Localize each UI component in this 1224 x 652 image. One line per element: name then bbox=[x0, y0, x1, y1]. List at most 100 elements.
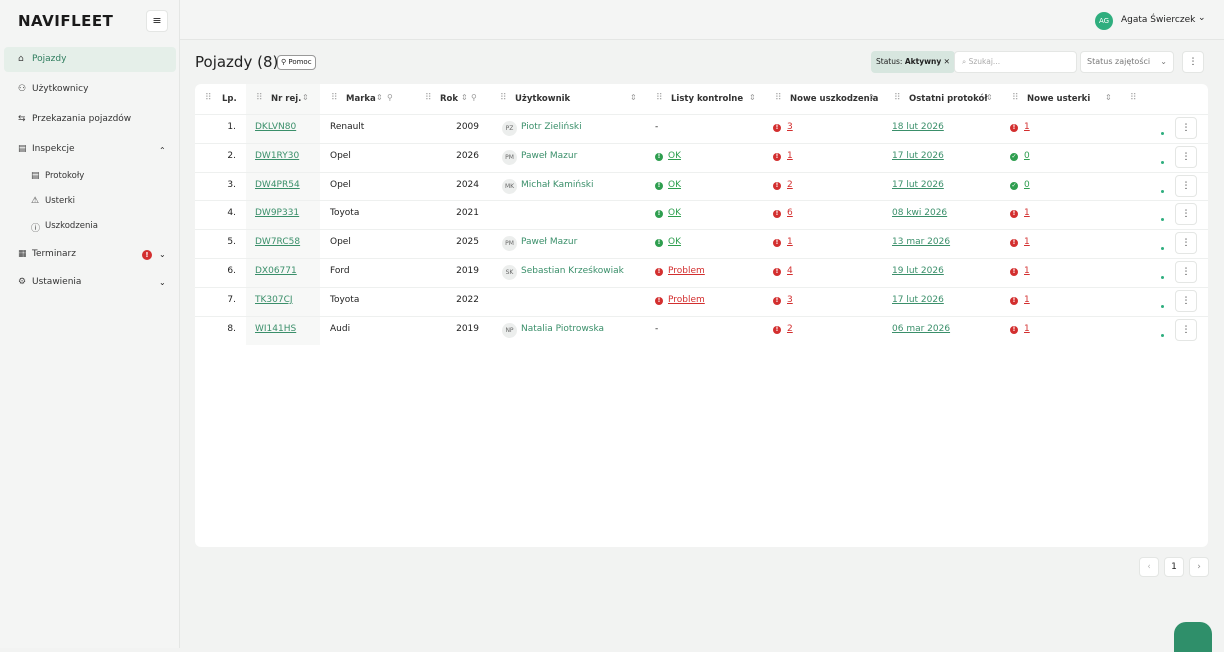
checklist-link[interactable]: OK bbox=[668, 237, 681, 248]
checklist-link[interactable]: Problem bbox=[668, 266, 705, 276]
nav-item[interactable]: Przekazania pojazdów bbox=[32, 114, 132, 124]
nav-item[interactable]: Uszkodzenia bbox=[45, 221, 98, 231]
user-link[interactable]: Paweł Mazur bbox=[521, 237, 578, 248]
damages-link[interactable]: 1 bbox=[787, 237, 793, 248]
nav-item[interactable]: Protokoły bbox=[45, 171, 85, 181]
damages-link[interactable]: 6 bbox=[787, 208, 793, 219]
prev-page[interactable]: ‹ bbox=[1139, 557, 1159, 577]
status-dot: ! bbox=[655, 181, 663, 190]
year: 2026 bbox=[456, 150, 479, 161]
row-menu[interactable]: ⋮ bbox=[1175, 318, 1197, 341]
defects-link[interactable]: 0 bbox=[1024, 150, 1030, 161]
nav-item[interactable]: Ustawienia bbox=[32, 277, 82, 287]
sort-icon[interactable]: ⇕ bbox=[986, 93, 993, 102]
protocol-link[interactable]: 06 mar 2026 bbox=[892, 323, 951, 334]
nav-item[interactable]: Inspekcje bbox=[32, 144, 75, 154]
column-header[interactable]: Marka bbox=[346, 94, 376, 104]
plate-link[interactable]: DW7RC58 bbox=[255, 237, 301, 248]
row-menu[interactable]: ⋮ bbox=[1175, 117, 1197, 139]
user-link[interactable]: Natalia Piotrowska bbox=[521, 323, 605, 334]
next-page[interactable]: › bbox=[1189, 557, 1209, 577]
plate-link[interactable]: DKLVN80 bbox=[255, 122, 297, 132]
plate-link[interactable]: DW1RY30 bbox=[255, 150, 300, 161]
checklist-link[interactable]: Problem bbox=[668, 294, 705, 305]
damages-link[interactable]: 3 bbox=[787, 294, 793, 305]
user-link[interactable]: Piotr Zieliński bbox=[521, 122, 582, 132]
defects-link[interactable]: 1 bbox=[1024, 122, 1030, 132]
column-header[interactable]: Nowe usterki bbox=[1027, 94, 1091, 104]
damages-link[interactable]: 1 bbox=[787, 150, 793, 161]
protocol-link[interactable]: 13 mar 2026 bbox=[892, 237, 951, 248]
damages-link[interactable]: 4 bbox=[787, 266, 793, 276]
damages-link[interactable]: 2 bbox=[787, 179, 793, 190]
status-dot: ! bbox=[1010, 268, 1018, 276]
plate-link[interactable]: WI141HS bbox=[255, 323, 297, 334]
defects-link[interactable]: 1 bbox=[1024, 237, 1030, 248]
protocol-link[interactable]: 17 lut 2026 bbox=[892, 179, 944, 190]
row-menu[interactable]: ⋮ bbox=[1175, 289, 1197, 312]
status-dot: ! bbox=[1010, 325, 1018, 334]
column-header[interactable]: Ostatni protokół bbox=[909, 94, 988, 104]
status-select[interactable]: Status zajętości ⌄ bbox=[1080, 51, 1174, 73]
help-button[interactable]: ⚲ Pomoc bbox=[277, 55, 316, 70]
sort-icon[interactable]: ⇕ bbox=[302, 93, 309, 102]
protocol-link[interactable]: 17 lut 2026 bbox=[892, 294, 944, 305]
filter-chip[interactable]: Status: Aktywny ✕ bbox=[871, 51, 955, 73]
nav-item[interactable]: Pojazdy bbox=[32, 54, 67, 64]
user-link[interactable]: Sebastian Krześkowiak bbox=[521, 266, 624, 276]
column-header[interactable]: Lp. bbox=[222, 94, 237, 104]
column-header[interactable]: Rok bbox=[440, 94, 459, 104]
user-avatar: PZ bbox=[502, 121, 517, 136]
protocol-link[interactable]: 19 lut 2026 bbox=[892, 266, 944, 276]
chat-button[interactable] bbox=[1174, 622, 1212, 652]
column-header[interactable]: Użytkownik bbox=[515, 94, 571, 104]
more-button[interactable]: ⋮ bbox=[1182, 51, 1204, 73]
user-avatar[interactable]: AG bbox=[1095, 12, 1113, 30]
user-name[interactable]: Agata Świerczek bbox=[1121, 15, 1196, 25]
defects-link[interactable]: 0 bbox=[1024, 179, 1030, 190]
nav-item[interactable]: Terminarz bbox=[32, 249, 76, 259]
protocol-link[interactable]: 08 kwi 2026 bbox=[892, 208, 948, 219]
year: 2009 bbox=[456, 122, 479, 132]
checklist-link[interactable]: OK bbox=[668, 208, 681, 219]
sort-icon[interactable]: ⇕ bbox=[630, 93, 637, 102]
row-menu[interactable]: ⋮ bbox=[1175, 203, 1197, 226]
nav-item[interactable]: Użytkownicy bbox=[32, 84, 89, 94]
filter-icon[interactable]: ⚲ bbox=[387, 93, 393, 102]
plate-link[interactable]: DW9P331 bbox=[255, 208, 300, 219]
defects-link[interactable]: 1 bbox=[1024, 294, 1030, 305]
column-header[interactable]: Listy kontrolne bbox=[671, 94, 744, 104]
column-header[interactable]: Nowe uszkodzenia bbox=[790, 94, 879, 104]
sort-icon[interactable]: ⇕ bbox=[376, 93, 383, 102]
table-row bbox=[195, 171, 1208, 201]
filter-icon[interactable]: ⚲ bbox=[471, 93, 477, 102]
plate-link[interactable]: DX06771 bbox=[255, 266, 297, 276]
user-link[interactable]: Michał Kamiński bbox=[521, 179, 594, 190]
damages-link[interactable]: 3 bbox=[787, 122, 793, 132]
defects-link[interactable]: 1 bbox=[1024, 208, 1030, 219]
defects-link[interactable]: 1 bbox=[1024, 323, 1030, 334]
user-link[interactable]: Paweł Mazur bbox=[521, 150, 578, 161]
drag-handle: ⠿ bbox=[500, 93, 507, 103]
page-number[interactable]: 1 bbox=[1164, 557, 1184, 577]
defects-link[interactable]: 1 bbox=[1024, 266, 1030, 276]
search-input[interactable]: ⌕ Szukaj... bbox=[954, 51, 1077, 73]
row-menu[interactable]: ⋮ bbox=[1175, 261, 1197, 283]
damages-link[interactable]: 2 bbox=[787, 323, 793, 334]
protocol-link[interactable]: 18 lut 2026 bbox=[892, 122, 944, 132]
protocol-link[interactable]: 17 lut 2026 bbox=[892, 150, 944, 161]
sort-icon[interactable]: ⇕ bbox=[461, 93, 468, 102]
nav-item[interactable]: Usterki bbox=[45, 196, 75, 206]
collapse-button[interactable]: ≡ bbox=[146, 10, 168, 32]
sort-icon[interactable]: ⇕ bbox=[1105, 93, 1112, 102]
row-menu[interactable]: ⋮ bbox=[1175, 174, 1197, 197]
sort-icon[interactable]: ⇕ bbox=[749, 93, 756, 102]
checklist-link[interactable]: OK bbox=[668, 179, 681, 190]
row-menu[interactable]: ⋮ bbox=[1175, 145, 1197, 168]
plate-link[interactable]: TK307CJ bbox=[255, 294, 293, 305]
checklist-link[interactable]: OK bbox=[668, 150, 681, 161]
column-header[interactable]: Nr rej. bbox=[271, 94, 302, 104]
sort-icon[interactable]: ⇕ bbox=[868, 93, 875, 102]
plate-link[interactable]: DW4PR54 bbox=[255, 179, 300, 190]
row-menu[interactable]: ⋮ bbox=[1175, 232, 1197, 255]
